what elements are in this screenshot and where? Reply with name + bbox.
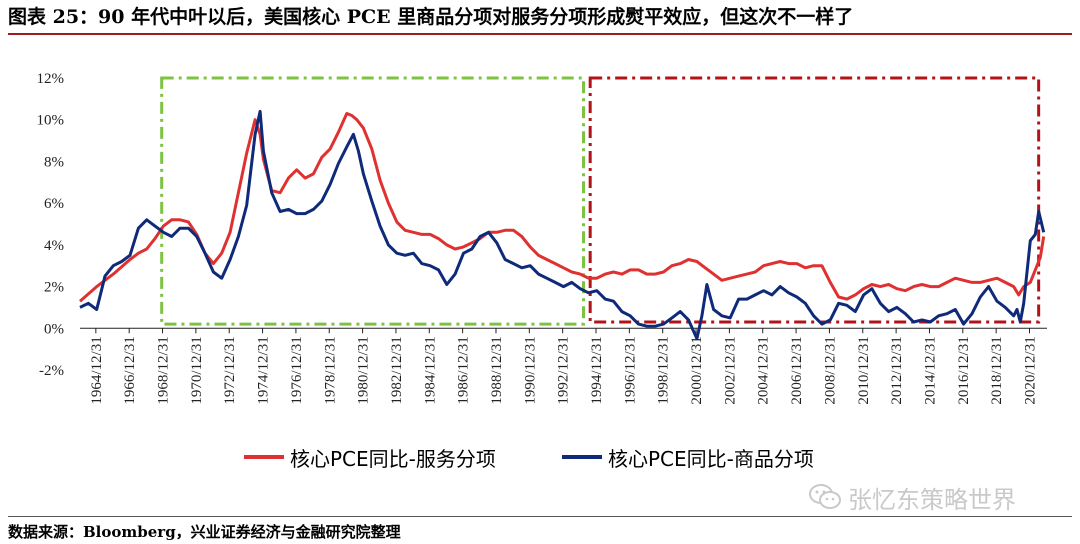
annotation-box-green [160,76,586,326]
chart-title: 图表 25：90 年代中叶以后，美国核心 PCE 里商品分项对服务分项形成熨平效… [8,3,1072,35]
y-tick-label: 0% [44,321,64,337]
source-note: 数据来源：Bloomberg，兴业证券经济与金融研究院整理 [8,516,1072,542]
x-tick-label: 1980/12/31 [356,336,372,404]
x-tick-label: 1986/12/31 [456,336,472,404]
x-tick-label: 1982/12/31 [389,336,405,404]
watermark-text: 张忆东策略世界 [848,485,1016,514]
legend-swatch-goods [562,455,602,459]
x-tick-label: 1992/12/31 [556,336,572,404]
x-tick-label: 1976/12/31 [289,336,305,404]
x-tick-label: 2006/12/31 [789,336,805,404]
x-tick-label: 1966/12/31 [122,336,138,404]
x-tick-label: 1984/12/31 [422,336,438,404]
x-tick-label: 1968/12/31 [156,336,172,404]
x-tick-label: 1974/12/31 [256,336,272,404]
x-tick-label: 1972/12/31 [222,336,238,404]
legend-item-services: 核心PCE同比-服务分项 [244,444,496,471]
x-tick-label: 2000/12/31 [689,336,705,404]
y-tick-label: 10% [37,113,65,129]
x-tick-label: 2014/12/31 [922,336,938,404]
legend-label-services: 核心PCE同比-服务分项 [290,446,496,471]
x-tick-label: 1964/12/31 [89,336,105,404]
x-axis: 1964/12/31 1966/12/31 1968/12/31 1970/12/31… [89,328,1038,405]
legend-item-goods: 核心PCE同比-商品分项 [562,444,814,471]
chart-canvas: -2% 0% 2% 4% 6% 8% 10% 12% 1964/12/31 1966/12/31… [37,71,1047,405]
annotation-boxes [160,76,1041,326]
x-tick-label: 2008/12/31 [822,336,838,404]
y-axis-labels: -2% 0% 2% 4% 6% 8% 10% 12% [37,71,65,379]
x-tick-label: 2018/12/31 [989,336,1005,404]
x-tick-label: 1978/12/31 [322,336,338,404]
x-tick-label: 1996/12/31 [622,336,638,404]
x-tick-label: 1988/12/31 [489,336,505,404]
legend-swatch-services [244,455,284,459]
y-tick-label: -2% [39,363,64,379]
y-tick-label: 2% [44,280,64,296]
x-tick-label: 2016/12/31 [956,336,972,404]
wechat-icon [809,484,841,509]
y-tick-label: 6% [44,196,64,212]
x-tick-label: 1970/12/31 [189,336,205,404]
series-line-goods [79,109,1046,341]
x-tick-label: 2010/12/31 [856,336,872,404]
watermark: 张忆东策略世界 [808,480,1016,514]
x-tick-label: 1990/12/31 [522,336,538,404]
x-tick-label: 2012/12/31 [889,336,905,404]
series-lines [79,109,1046,341]
y-tick-label: 4% [44,238,64,254]
annotation-box-red [588,76,1041,324]
x-tick-label: 2004/12/31 [756,336,772,404]
y-tick-label: 8% [44,154,64,170]
legend-label-goods: 核心PCE同比-商品分项 [608,446,814,471]
x-tick-label: 2020/12/31 [1022,336,1038,404]
y-tick-label: 12% [37,71,65,87]
x-tick-label: 1998/12/31 [656,336,672,404]
x-tick-label: 1994/12/31 [589,336,605,404]
x-tick-label: 2002/12/31 [722,336,738,404]
